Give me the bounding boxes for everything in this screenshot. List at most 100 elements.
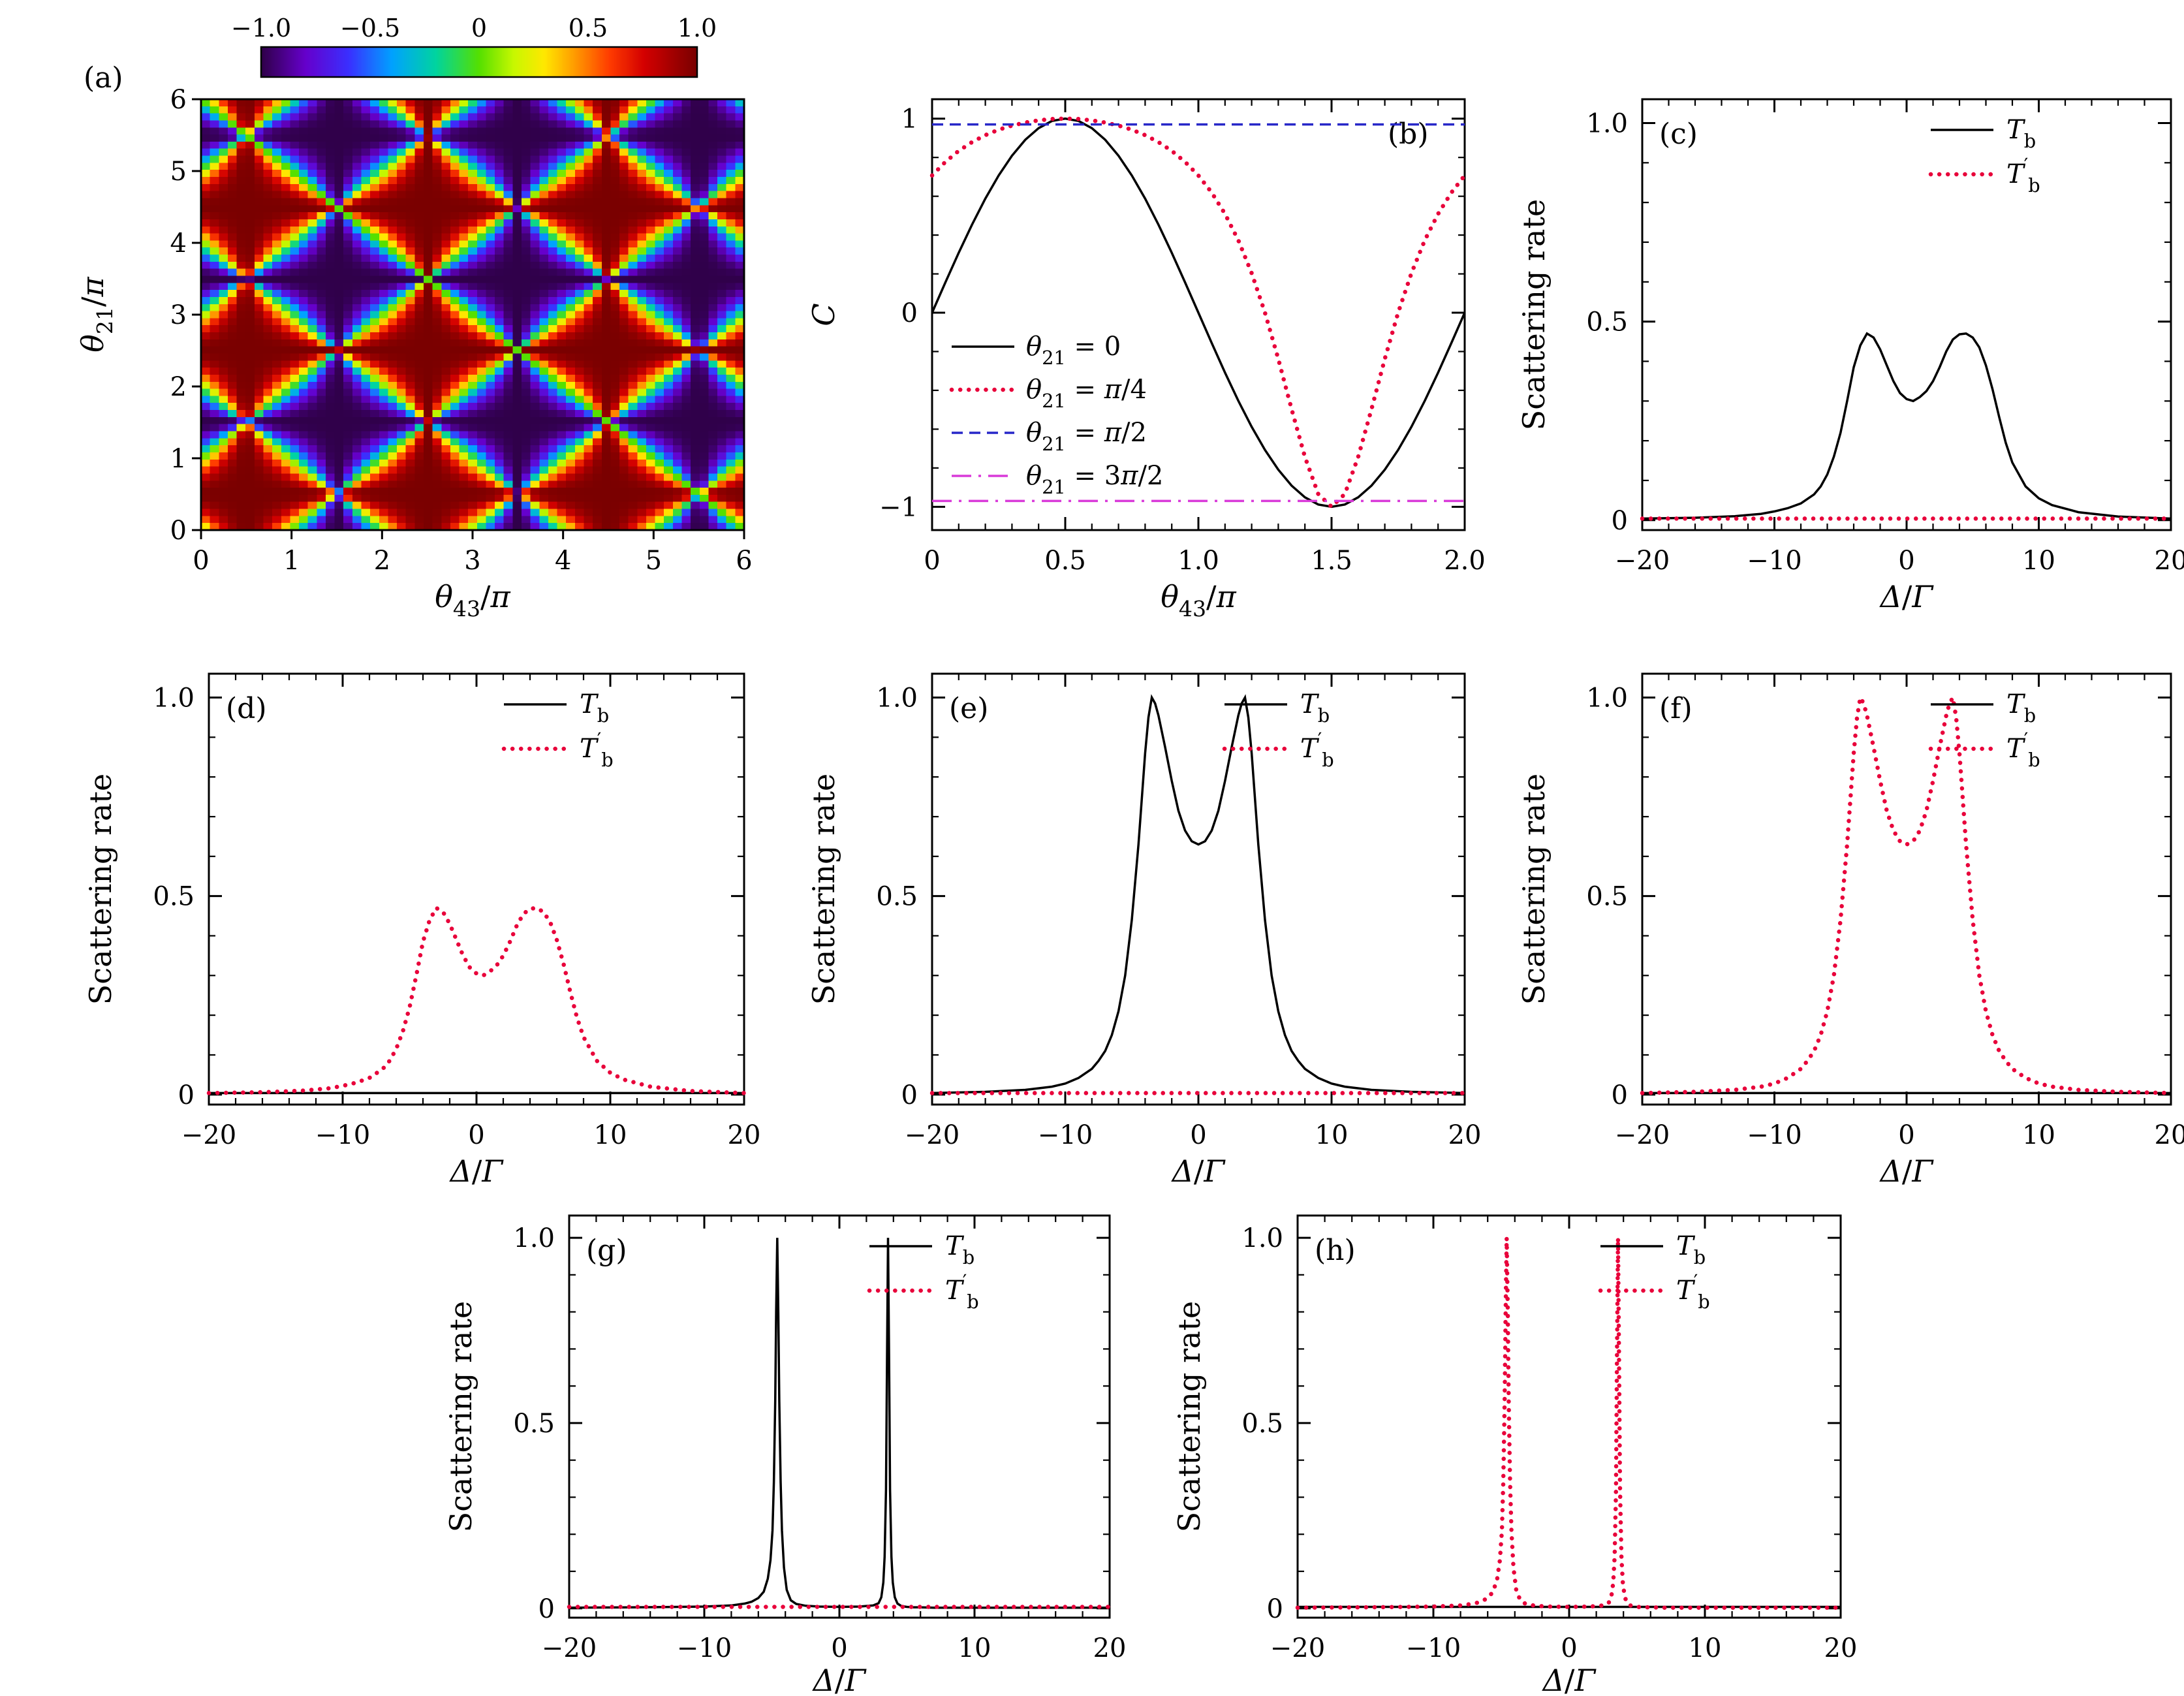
text-run: Δ [1542,1663,1565,1696]
y-tick-label: 5 [170,157,187,187]
x-tick-label: 1 [283,546,300,576]
text-run: T [1676,1231,1696,1261]
text-run: T [580,689,599,719]
text-run: 2.0 [1444,546,1486,576]
text-run: 43 [1179,596,1206,621]
x-tick-label: 20 [2155,546,2184,576]
text-run: b [1322,749,1334,771]
text-run: 0.5 [1586,882,1628,912]
x-axis-label: θ43/π [435,579,510,621]
x-tick-label: −10 [1038,1120,1093,1150]
text-run: 2 [374,546,390,576]
text-run: 0 [193,546,209,576]
text-run: 0 [170,516,187,546]
legend-label-t0: θ21 = 0 [1026,332,1121,369]
x-tick-label: 2.0 [1444,546,1486,576]
text-run: −20 [1270,1633,1325,1663]
text-run: 0 [1190,1120,1206,1150]
x-tick-label: −20 [542,1633,597,1663]
x-tick-label: 10 [958,1633,991,1663]
text-run: 1 [283,546,300,576]
text-run: ′ [597,729,602,751]
text-run: 10 [2022,1120,2055,1150]
text-run: 0 [1267,1594,1283,1624]
text-run: −20 [542,1633,597,1663]
panel-g: −20 −10 0 10 20 0 0.5 1.0 Δ/Γ Scattering rate (g) T… [443,1214,1126,1696]
y-tick-label: 0 [1612,1080,1628,1110]
text-run: / [1565,1663,1575,1696]
text-run: 0.5 [153,882,195,912]
text-run: 0 [1561,1633,1577,1663]
text-run: 21 [1042,476,1066,498]
x-tick-label: −10 [1747,546,1802,576]
x-tick-label: 20 [1824,1633,1858,1663]
text-run: 0.5 [1241,1409,1283,1439]
text-run: / [1206,579,1217,614]
text-run: 0 [831,1633,847,1663]
text-run: (c) [1659,118,1698,151]
y-tick-label: 0.5 [876,882,918,912]
text-run: b [2024,130,2036,152]
colorbar-tick-label: −1.0 [231,14,291,42]
text-run: 0 [1612,1080,1628,1110]
y-tick-label: −1 [879,492,918,522]
text-run: 1.0 [876,683,918,713]
text-run: 0.5 [569,14,608,42]
text-run: π [1104,375,1122,405]
text-run: 3 [170,300,187,330]
text-run: −10 [677,1633,732,1663]
text-run: /4 [1121,375,1147,405]
y-tick-label: 0.5 [1586,882,1628,912]
y-tick-label: 1.0 [153,683,195,713]
panel-e: −20 −10 0 10 20 0 0.5 1.0 Δ/Γ Scattering rate (e) T… [806,672,1481,1189]
x-tick-label: 10 [1689,1633,1722,1663]
text-run: b [1694,1246,1706,1268]
text-run: Scattering rate [806,774,841,1005]
text-run: b [2028,174,2040,196]
legend-label-Tbp: T′b [580,729,614,771]
legend: TbT′b [1222,689,1334,771]
text-run: 21 [92,307,117,334]
text-run: 43 [453,596,480,621]
text-run: 21 [1042,347,1066,369]
colorbar-frame [260,46,698,78]
x-tick-label: 1.5 [1311,546,1352,576]
text-run: −20 [1615,1120,1670,1150]
text-run: θ [1026,461,1042,491]
panel-label: (d) [226,692,267,725]
legend-label-t3: θ21 = 3π/2 [1026,461,1163,498]
curve-Tb [931,694,1465,1095]
text-run: Δ [1171,1154,1194,1189]
x-tick-label: 0 [1561,1633,1577,1663]
colorbar-tick-label: 1.0 [678,14,717,42]
text-run: 0.5 [876,882,918,912]
text-run: b [1698,1291,1709,1313]
x-tick-label: −20 [1615,546,1670,576]
text-run: −10 [1747,1120,1802,1150]
text-run: ′ [2024,729,2029,751]
y-tick-label: 1.0 [1586,683,1628,713]
x-tick-label: 4 [555,546,571,576]
x-tick-label: 10 [1315,1120,1349,1150]
text-run: 0.5 [1044,546,1086,576]
text-run: −20 [181,1120,236,1150]
y-tick-label: 0 [538,1594,555,1624]
x-tick-label: 20 [728,1120,761,1150]
text-run: T [1300,734,1320,764]
colorbar-gradient [261,47,697,77]
text-run: 10 [958,1633,991,1663]
legend-label-Tbp: T′b [1676,1270,1710,1313]
text-run: T [2006,115,2026,145]
text-run: (d) [226,692,267,725]
x-tick-label: −20 [1270,1633,1325,1663]
text-run: −0.5 [340,14,400,42]
axes-frame [931,672,1466,1106]
text-run: θ [1026,375,1042,405]
text-run: −20 [1615,546,1670,576]
text-run: T [2006,159,2026,189]
text-run: 0 [471,14,487,42]
text-run: Scattering rate [443,1301,478,1532]
text-run: 1.0 [153,683,195,713]
x-tick-label: 10 [2022,1120,2055,1150]
